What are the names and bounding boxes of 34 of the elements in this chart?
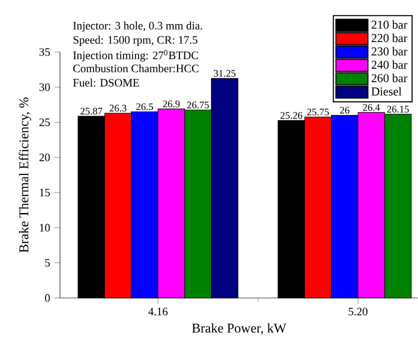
legend-label: 220 bar: [372, 34, 408, 42]
legend-label: 260 bar: [372, 74, 408, 82]
y-tick-label: 25: [39, 118, 50, 126]
text: Speed: 1500 rpm, CR: 17.5: [74, 36, 198, 46]
legend-label: Diesel: [371, 87, 402, 96]
data-label: 26.15: [387, 106, 409, 113]
annotation: Injection timing: 27$^{0}$BTDC: [73, 50, 198, 62]
data-label: 26.3: [110, 104, 126, 112]
y-tick-label: 5: [45, 259, 50, 267]
y-tick-label: 35: [39, 48, 50, 56]
data-label: 25.75: [307, 108, 329, 116]
x-tick-label: 5.20: [348, 308, 368, 316]
data-label: 26.4: [363, 104, 380, 111]
data-label: 31.25: [214, 70, 236, 77]
legend-label: 240 bar: [372, 60, 408, 69]
data-label: 26.5: [136, 103, 154, 110]
annotation: Combustion Chamber:HCC: [73, 64, 198, 72]
data-label: 25.87: [80, 108, 102, 115]
data-label: 26: [340, 106, 350, 114]
y-tick-label: 10: [40, 224, 50, 232]
legend-label: 210 bar: [372, 20, 408, 29]
y-axis-title: Brake Thermal Efficiency, %: [18, 97, 32, 253]
legend-label: 230 bar: [372, 47, 408, 56]
text: Injector: 3 hole, 0.3 mm dia.: [73, 22, 202, 32]
x-axis-title: Brake Power, kW: [192, 323, 286, 335]
data-label: 26.75: [187, 102, 209, 108]
data-label: 26.9: [163, 100, 180, 108]
y-tick-label: 20: [39, 154, 50, 162]
y-tick-label: 15: [40, 188, 50, 196]
data-label: 25.26: [280, 112, 302, 119]
y-tick-label: 30: [39, 83, 50, 91]
x-tick-label: 4.16: [148, 308, 168, 316]
y-tick-label: 0: [45, 294, 50, 302]
annotation: Fuel: DSOME: [73, 78, 139, 87]
